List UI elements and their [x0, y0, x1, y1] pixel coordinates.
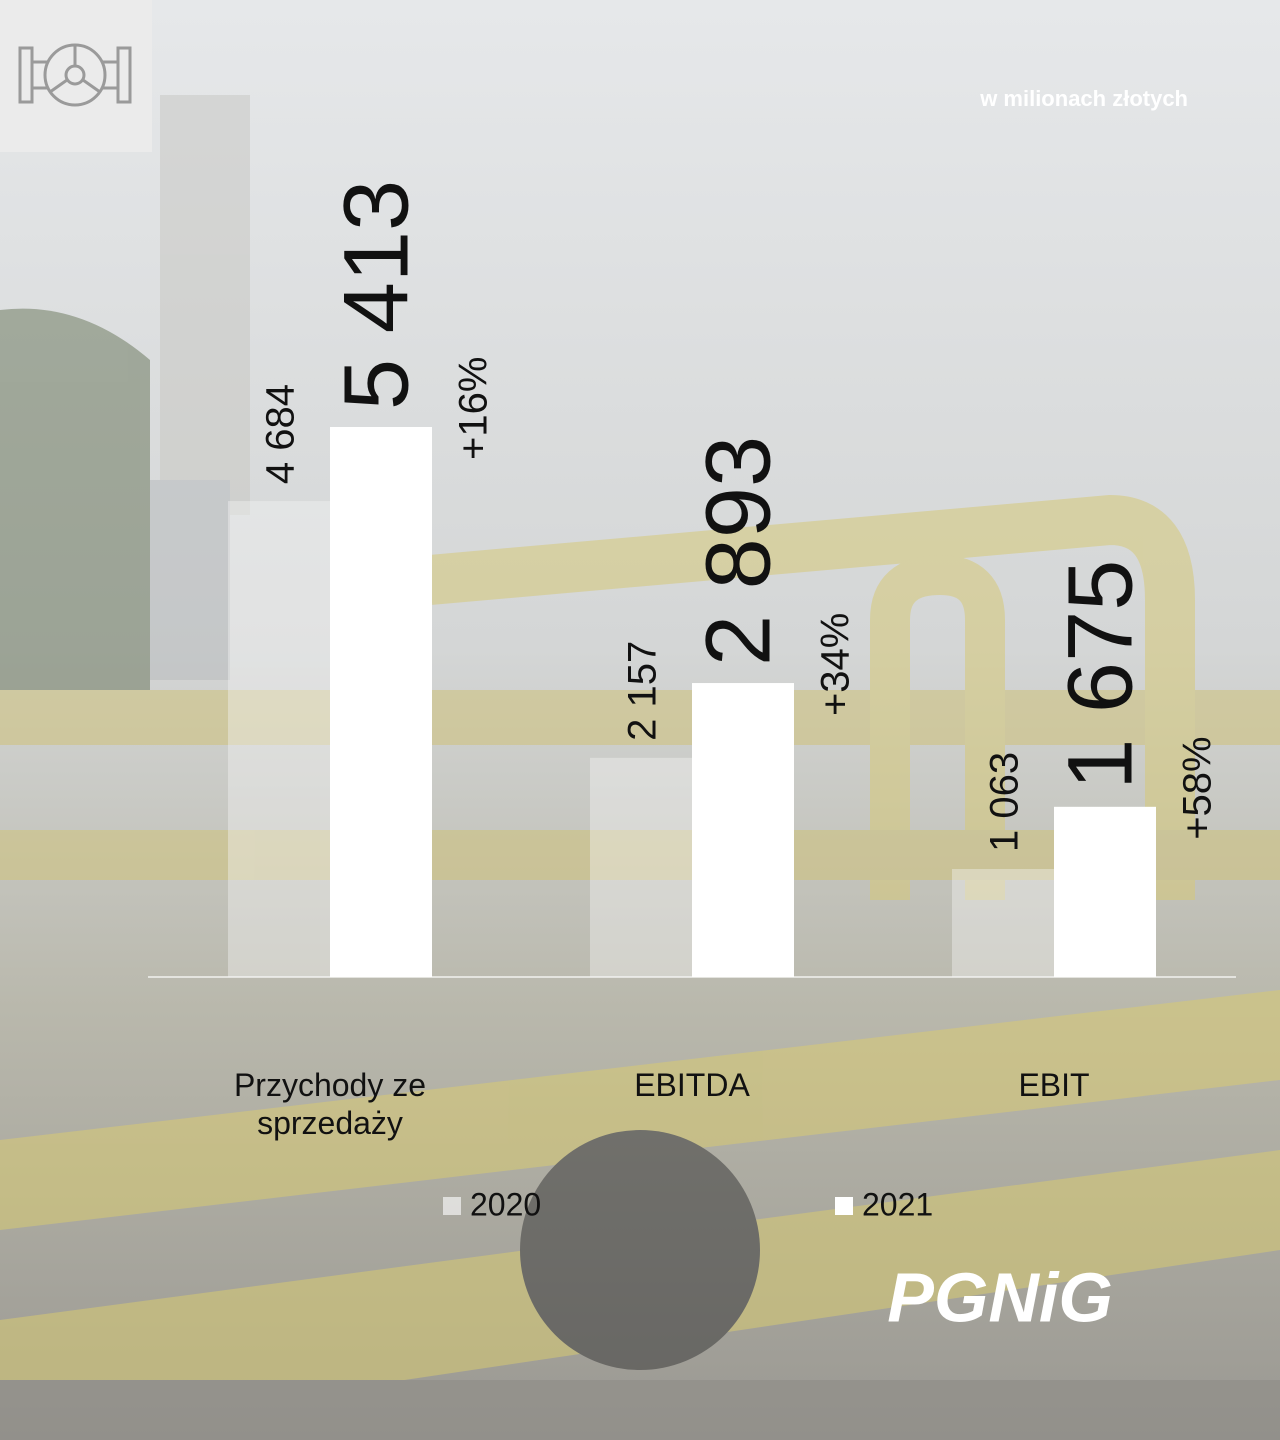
legend-label: 2021	[862, 1186, 933, 1222]
value-label: 2 157	[621, 641, 665, 741]
legend-label: 2020	[470, 1186, 541, 1222]
icon-box	[0, 0, 152, 152]
category-label: Przychody ze sprzedaży	[233, 1067, 427, 1141]
category-label: EBIT	[1018, 1067, 1090, 1103]
bar	[692, 683, 794, 977]
bar	[330, 427, 432, 977]
valve-icon	[18, 43, 132, 107]
value-label: 1 675	[1049, 560, 1151, 790]
value-label: 2 893	[687, 436, 789, 666]
change-label: +34%	[814, 613, 858, 716]
logo: PGNiG	[887, 1258, 1113, 1336]
subtitle: w milionach złotych	[979, 86, 1188, 111]
legend-swatch	[443, 1197, 461, 1215]
value-label: 1 063	[983, 752, 1027, 852]
legend-swatch	[835, 1197, 853, 1215]
value-label: 4 684	[259, 384, 303, 484]
change-label: +58%	[1176, 736, 1220, 839]
value-label: 5 413	[325, 180, 427, 410]
bar	[228, 501, 330, 977]
change-label: +16%	[452, 357, 496, 460]
background-pipes	[0, 95, 1280, 1440]
bar	[1054, 806, 1156, 977]
category-label: EBITDA	[634, 1067, 750, 1103]
bar	[590, 757, 692, 977]
bar	[952, 868, 1054, 977]
